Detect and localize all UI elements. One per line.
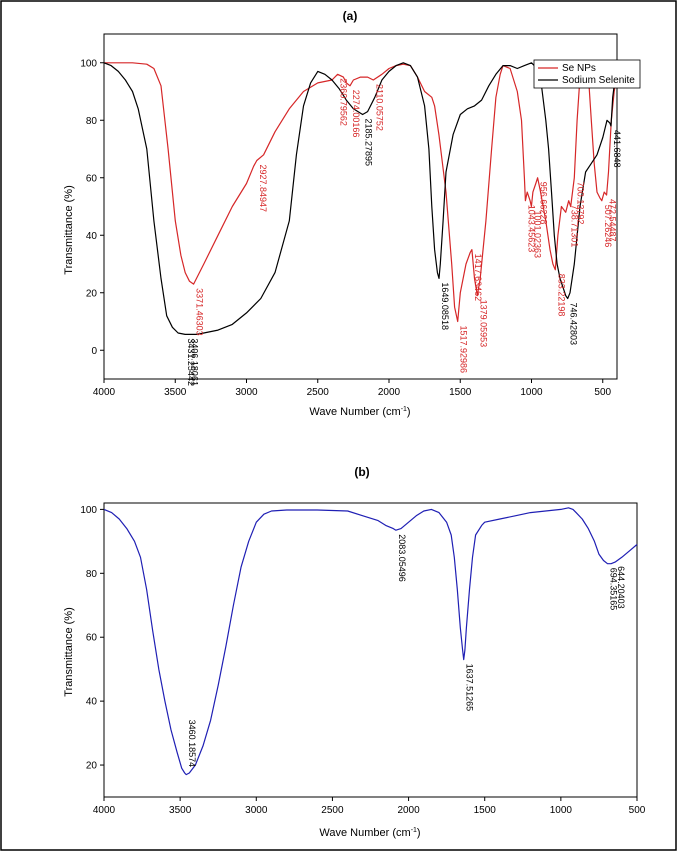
panel-b-peak-label: 694.35165 bbox=[609, 568, 619, 611]
panel-a-peak-label: 956.66228 bbox=[539, 182, 549, 225]
panel-a-x-tick-label: 1500 bbox=[449, 387, 472, 398]
panel-b-y-tick-label: 80 bbox=[86, 569, 98, 580]
panel-b-x-tick-label: 4000 bbox=[93, 805, 116, 816]
panel-b-peak-label: 3460.18574 bbox=[187, 720, 197, 768]
panel-a-title: (a) bbox=[343, 9, 358, 23]
panel-a-x-tick-label: 500 bbox=[594, 387, 611, 398]
legend-label-se-nps: Se NPs bbox=[562, 63, 596, 74]
panel-a-layer: 4000 3500 3000 2500 2000 1500 1000 500 0 20 40 60 80… bbox=[80, 58, 622, 398]
panel-a-peak-label: 1001.02363 bbox=[532, 211, 542, 259]
panel-a-peak-label: 2185.27895 bbox=[364, 119, 374, 167]
panel-b-x-tick-label: 3000 bbox=[245, 805, 268, 816]
panel-b-line-series-0 bbox=[103, 507, 638, 776]
panel-b-peak-label: 2083.05496 bbox=[397, 534, 407, 582]
panel-b-peak-label: 1637.51265 bbox=[465, 664, 475, 712]
panel-a-y-tick-label: 80 bbox=[86, 116, 98, 127]
panel-a-peak-label: 1517.92986 bbox=[459, 326, 469, 374]
panel-a-peak-label: 738.71301 bbox=[570, 205, 580, 248]
panel-b-title: (b) bbox=[354, 465, 369, 479]
panel-a-y-axis-title: Transmittance (%) bbox=[63, 185, 75, 274]
panel-a-legend: Se NPs Sodium Selenite bbox=[533, 59, 641, 89]
panel-b-y-tick-label: 60 bbox=[86, 633, 98, 644]
panel-b-x-tick-label: 1000 bbox=[550, 805, 573, 816]
panel-a-peak-label: 2360.79562 bbox=[339, 78, 349, 126]
legend-box bbox=[533, 59, 641, 89]
panel-a-x-tick-label: 2000 bbox=[378, 387, 401, 398]
panel-a-y-tick-label: 100 bbox=[80, 58, 97, 69]
panel-b-y-axis-title: Transmittance (%) bbox=[63, 607, 75, 696]
panel-b-x-tick-label: 1500 bbox=[474, 805, 497, 816]
panel-b-y-tick-label: 100 bbox=[80, 505, 97, 516]
panel-a-peak-label: 833.22198 bbox=[556, 274, 566, 317]
panel-a-x-tick-label: 2500 bbox=[307, 387, 330, 398]
panel-b-x-axis-title: Wave Number (cm-1) bbox=[319, 827, 420, 839]
panel-b-peak-label: 644.20403 bbox=[616, 566, 626, 609]
panel-a-plot-area bbox=[103, 33, 618, 380]
panel-b-x-tick-label: 3500 bbox=[169, 805, 192, 816]
panel-a-x-tick-label: 4000 bbox=[93, 387, 116, 398]
panel-a-x-tick-label: 1000 bbox=[520, 387, 543, 398]
panel-a-peak-label: 3371.46303 bbox=[195, 288, 205, 336]
panel-a-peak-label: 1649.08518 bbox=[440, 282, 450, 330]
panel-b-layer: 4000 3500 3000 2500 2000 1500 1000 500 20 40 60 80 1… bbox=[80, 505, 645, 816]
panel-a-peak-label: 441.6848 bbox=[612, 130, 622, 168]
panel-a-peak-label: 2110.05752 bbox=[374, 84, 384, 131]
panel-a-peak-label: 1417.63462 bbox=[473, 254, 483, 302]
panel-a-line-se-nps bbox=[104, 62, 618, 323]
panel-a-y-tick-label: 20 bbox=[86, 288, 98, 299]
panel-a-peak-label: 2927.84947 bbox=[258, 165, 268, 213]
panel-a-peak-label: 746.42803 bbox=[569, 303, 579, 346]
panel-a-peak-label: 472.54487 bbox=[608, 199, 618, 242]
panel-a-y-tick-label: 40 bbox=[86, 231, 98, 242]
panel-a-x-axis-title: Wave Number (cm-1) bbox=[309, 406, 410, 418]
panel-b-y-tick-label: 40 bbox=[86, 697, 98, 708]
legend-label-sodium-selenite: Sodium Selenite bbox=[562, 75, 635, 86]
panel-a-y-tick-label: 60 bbox=[86, 173, 98, 184]
panel-a-peak-label: 507.26246 bbox=[603, 205, 613, 248]
panel-a-peak-label: 3406.18061 bbox=[190, 338, 200, 386]
panel-a-x-tick-label: 3000 bbox=[235, 387, 258, 398]
panel-a-peak-label: 700.13792 bbox=[575, 182, 585, 225]
panel-b-plot-area bbox=[103, 502, 638, 798]
panel-a-line-sodium-selenite bbox=[103, 62, 618, 335]
panel-a-peak-label: 1043.45623 bbox=[526, 205, 536, 253]
panel-a-peak-label: 1379.05953 bbox=[478, 300, 488, 348]
panel-b-y-tick-label: 20 bbox=[86, 761, 98, 772]
panel-a-x-tick-label: 3500 bbox=[164, 387, 187, 398]
panel-b-x-tick-label: 500 bbox=[629, 805, 646, 816]
panel-a-peak-label: 3431.25442 bbox=[186, 338, 196, 386]
panel-b-x-tick-label: 2500 bbox=[321, 805, 344, 816]
panel-a-peak-label: 2274.00166 bbox=[351, 90, 361, 138]
panel-b-x-tick-label: 2000 bbox=[397, 805, 420, 816]
panel-a-y-tick-label: 0 bbox=[91, 346, 97, 357]
